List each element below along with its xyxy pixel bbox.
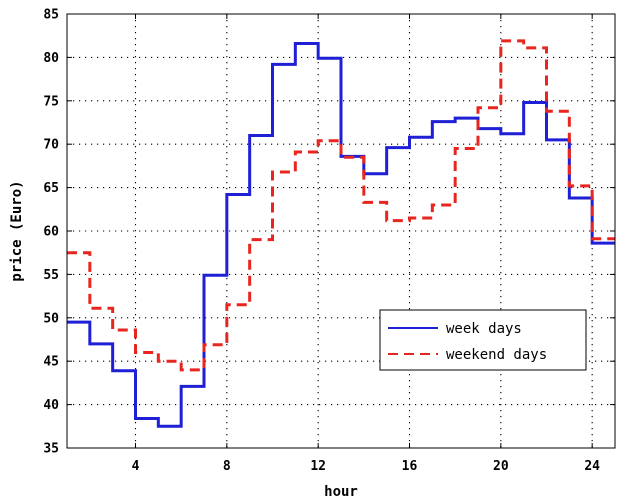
y-tick-label-80: 80: [43, 51, 59, 66]
x-tick-label-16: 16: [402, 459, 418, 474]
y-tick-label-35: 35: [43, 442, 59, 457]
series-line-weekend-days: [67, 39, 615, 372]
x-tick-label-24: 24: [584, 459, 600, 474]
y-tick-label-55: 55: [43, 268, 59, 283]
legend-label-week-days: week days: [446, 321, 522, 337]
x-tick-label-8: 8: [223, 459, 231, 474]
series-layer: [67, 39, 615, 428]
legend: week days weekend days: [379, 309, 587, 371]
legend-box: [379, 309, 587, 371]
series-line-week-days: [67, 42, 615, 428]
x-tick-label-12: 12: [310, 459, 326, 474]
y-tick-label-50: 50: [43, 311, 59, 326]
axis-ticks: [67, 13, 615, 449]
x-tick-label-4: 4: [132, 459, 140, 474]
y-tick-label-85: 85: [43, 8, 59, 23]
tick-labels: 35 40 45 50 55 60 65 70 75 80 85 4 8 12 16 20 24: [43, 8, 600, 475]
x-axis-label: hour: [324, 484, 358, 500]
y-tick-label-60: 60: [43, 225, 59, 240]
y-tick-label-65: 65: [43, 181, 59, 196]
y-tick-label-75: 75: [43, 94, 59, 109]
y-axis-label: price (Euro): [9, 180, 25, 281]
y-tick-label-70: 70: [43, 138, 59, 153]
x-tick-label-20: 20: [493, 459, 509, 474]
legend-label-weekend-days: weekend days: [446, 347, 547, 363]
y-tick-label-45: 45: [43, 355, 59, 370]
y-tick-label-40: 40: [43, 398, 59, 413]
